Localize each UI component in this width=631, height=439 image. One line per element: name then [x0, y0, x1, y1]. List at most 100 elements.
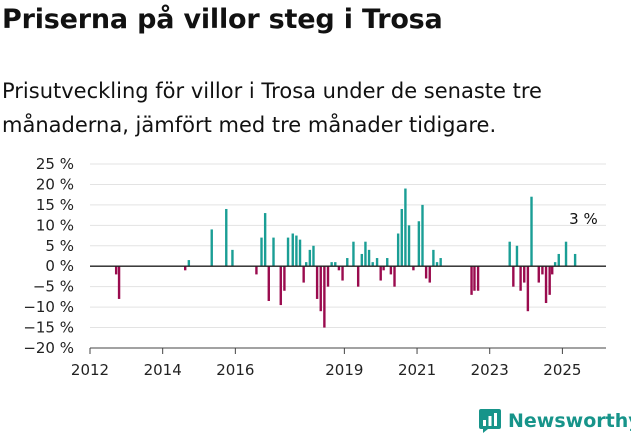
bar [308, 249, 312, 267]
y-axis-ticks: −20 % −15 % −10 % −5 % 0 % 5 % 10 % 15 % 20 % 25 … [23, 155, 74, 357]
bar [341, 266, 344, 281]
bar [564, 241, 568, 267]
bar [295, 235, 298, 267]
bar [356, 266, 360, 287]
chart-title: Priserna på villor steg i Trosa [2, 4, 443, 35]
bar [435, 262, 439, 267]
bar [114, 266, 118, 275]
y-tick-label: 20 % [36, 175, 74, 193]
bar [298, 239, 302, 267]
bar [305, 262, 308, 267]
y-tick-label: 0 % [45, 257, 74, 275]
bar [117, 266, 121, 299]
bar [279, 266, 282, 306]
bars [114, 188, 577, 328]
bar [473, 266, 476, 291]
x-tick-label: 2023 [471, 361, 509, 379]
bar [428, 266, 431, 283]
bar [184, 266, 187, 271]
bar [551, 266, 554, 275]
bar [323, 266, 326, 328]
bar [424, 266, 428, 279]
x-tick-label: 2012 [71, 361, 109, 379]
bar [386, 258, 389, 267]
bar [382, 266, 385, 271]
bar [512, 266, 515, 287]
chart-subtitle: Prisutveckling för villor i Trosa under … [2, 79, 542, 137]
x-axis: 2012 2014 2016 2019 2021 2023 2025 [71, 347, 606, 379]
bar [407, 225, 411, 267]
y-tick-label: 25 % [36, 155, 74, 173]
x-tick-label: 2014 [144, 361, 182, 379]
bar [312, 245, 315, 267]
bar [255, 266, 258, 275]
bar [553, 262, 557, 267]
bar [326, 266, 330, 287]
bar [367, 249, 371, 267]
bar [404, 188, 407, 267]
bar [379, 266, 382, 281]
bar [375, 258, 379, 267]
bar [319, 266, 322, 312]
bar [334, 262, 337, 267]
bar [526, 266, 530, 312]
bar [371, 262, 374, 267]
bar [544, 266, 548, 304]
bar [389, 266, 393, 275]
y-tick-label: −15 % [23, 319, 74, 337]
bar [439, 258, 442, 267]
bar [421, 204, 424, 267]
brand-name: Newsworthy [508, 410, 631, 432]
bar [231, 249, 234, 267]
bar [412, 266, 415, 271]
x-tick-label: 2019 [325, 361, 363, 379]
bar [210, 229, 213, 267]
x-tick-label: 2021 [398, 361, 436, 379]
x-tick-label: 2016 [216, 361, 254, 379]
bar [352, 241, 355, 267]
bar [557, 253, 560, 267]
bar [260, 237, 263, 267]
bar [519, 266, 522, 291]
bar [360, 253, 364, 267]
newsworthy-logo-icon [479, 409, 501, 433]
bar [346, 258, 349, 267]
bar [272, 237, 275, 267]
bar [541, 266, 544, 275]
bar [523, 266, 526, 283]
bar [225, 208, 228, 267]
bar [537, 266, 540, 283]
bar [302, 266, 305, 283]
bar [530, 196, 533, 267]
bar [393, 266, 396, 287]
bar [283, 266, 286, 291]
y-tick-label: −5 % [33, 278, 74, 296]
bar [286, 237, 290, 267]
bar [396, 233, 400, 267]
bar [432, 249, 435, 267]
bar-chart: −20 % −15 % −10 % −5 % 0 % 5 % 10 % 15 % 20 % 25 … [23, 155, 606, 379]
y-tick-label: −10 % [23, 298, 74, 316]
x-tick-label: 2025 [543, 361, 581, 379]
y-tick-label: 10 % [36, 216, 74, 234]
bar [515, 245, 519, 267]
bar [400, 208, 403, 267]
bar [291, 233, 294, 267]
y-tick-label: 5 % [45, 237, 74, 255]
bar [263, 213, 267, 267]
bar [573, 253, 577, 267]
bar [267, 266, 270, 301]
bar [315, 266, 319, 299]
bar [337, 266, 341, 271]
y-tick-label: −20 % [23, 339, 74, 357]
bar [508, 241, 511, 267]
bar [187, 260, 191, 267]
bar [476, 266, 480, 291]
bar [364, 241, 367, 267]
bar [470, 266, 473, 295]
bar [417, 221, 421, 267]
bar [548, 266, 551, 295]
annotation-label: 3 % [569, 210, 598, 228]
newsworthy-logo: Newsworthy [478, 408, 631, 434]
y-tick-label: 15 % [36, 196, 74, 214]
